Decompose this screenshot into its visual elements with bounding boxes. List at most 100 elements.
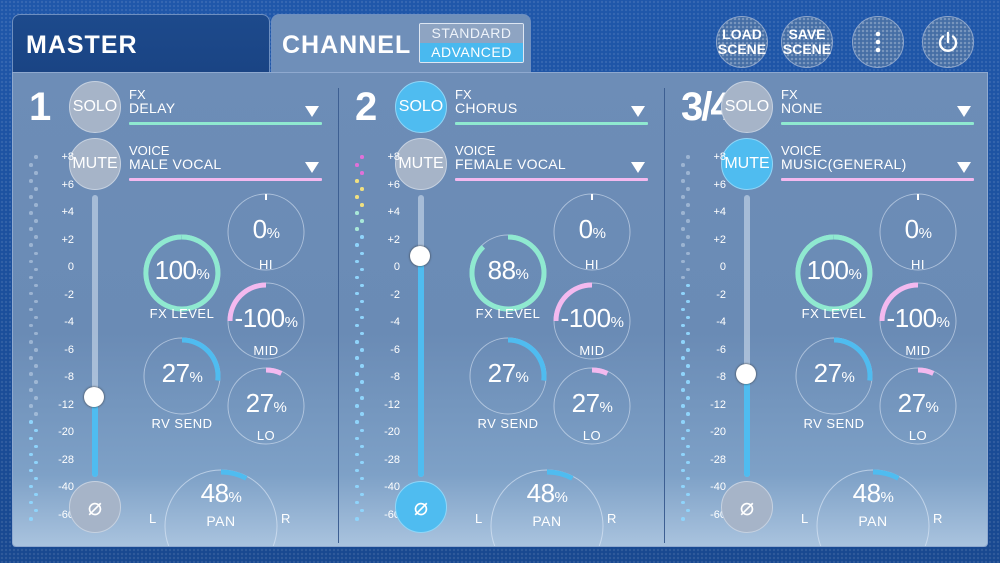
- fx-select[interactable]: FX DELAY: [129, 88, 322, 125]
- rv-send-dial[interactable]: 27%: [791, 333, 877, 419]
- hi-eq-dial[interactable]: 0%: [875, 189, 961, 275]
- meter-dot: [355, 484, 359, 489]
- meter-dot: [355, 275, 359, 280]
- meter-dot: [360, 412, 364, 416]
- voice-select[interactable]: VOICE MUSIC(GENERAL): [781, 144, 974, 181]
- lo-eq-dial-value: 27%: [223, 388, 309, 419]
- pan-arc: [546, 469, 574, 481]
- meter-dot: [360, 380, 364, 384]
- scale-tick: -2: [390, 288, 400, 301]
- meter-dot: [681, 356, 685, 360]
- fader-handle[interactable]: [84, 386, 104, 407]
- scale-tick: -40: [58, 481, 74, 494]
- fader-handle[interactable]: [736, 364, 756, 385]
- fx-level-dial[interactable]: 100%: [139, 230, 225, 316]
- scale-tick: +6: [61, 178, 74, 191]
- divider: [664, 88, 665, 543]
- meter-dot: [34, 396, 38, 400]
- load-scene-button[interactable]: LOAD SCENE: [716, 16, 768, 68]
- pan-knob[interactable]: 48% PAN: [161, 466, 281, 546]
- hi-eq-dial-unit: %: [266, 225, 280, 242]
- scale-tick: 0: [393, 261, 400, 274]
- mid-eq-dial[interactable]: -100%: [223, 278, 309, 364]
- mute-button[interactable]: MUTE: [395, 138, 447, 190]
- fx-level-dial-ring: [795, 234, 873, 312]
- meter-dot: [681, 388, 685, 392]
- tab-channel[interactable]: CHANNEL STANDARD ADVANCED: [271, 14, 531, 76]
- voice-select[interactable]: VOICE FEMALE VOCAL: [455, 144, 648, 181]
- fx-select[interactable]: FX NONE: [781, 87, 974, 125]
- pan-knob[interactable]: 48% PAN: [813, 466, 933, 546]
- kebab-icon: [875, 31, 881, 53]
- meter-dot: [34, 235, 38, 239]
- mode-advanced[interactable]: ADVANCED: [420, 43, 523, 62]
- hi-eq-dial[interactable]: 0%: [549, 189, 635, 275]
- channel-panel: 1 SOLO MUTE FX DELAY VOICE MALE VOCAL +8 +6 +4 +2 0…: [12, 72, 988, 547]
- fx-level-dial[interactable]: 88%: [465, 230, 551, 316]
- lo-eq-dial-arc: [917, 367, 935, 376]
- scale-tick: +4: [713, 206, 726, 219]
- mid-eq-dial[interactable]: -100%: [875, 278, 961, 364]
- meter-dot: [29, 275, 33, 280]
- pan-knob[interactable]: 48% PAN: [487, 466, 607, 546]
- meter-dot: [29, 227, 33, 231]
- meter-dot: [355, 259, 359, 264]
- meter-dot: [29, 452, 33, 457]
- scale-tick: -28: [384, 453, 400, 466]
- fx-level-dial[interactable]: 100%: [791, 230, 877, 316]
- fx-label: FX: [781, 87, 798, 102]
- save-scene-button[interactable]: SAVE SCENE: [781, 16, 833, 68]
- fader-track[interactable]: [744, 195, 750, 477]
- scale-tick: -2: [716, 288, 726, 301]
- meter-dot: [29, 211, 33, 215]
- meter-dot: [34, 219, 38, 223]
- solo-button[interactable]: SOLO: [395, 81, 447, 133]
- scale-tick: -40: [710, 481, 726, 494]
- lo-eq-dial[interactable]: 27%: [875, 363, 961, 449]
- fader-track[interactable]: [92, 195, 98, 477]
- rv-send-dial[interactable]: 27%: [465, 333, 551, 419]
- more-menu-button[interactable]: [852, 16, 904, 68]
- power-button[interactable]: [922, 16, 974, 68]
- hi-eq-dial[interactable]: 0%: [223, 189, 309, 275]
- pan-right-label: R: [933, 511, 943, 526]
- lo-eq-dial-unit: %: [925, 399, 939, 416]
- scale-tick: -6: [64, 343, 74, 356]
- hi-eq-dial-unit: %: [592, 225, 606, 242]
- mute-button[interactable]: MUTE: [69, 138, 121, 190]
- mid-eq-dial-ring: [553, 282, 631, 360]
- meter-dot: [681, 420, 685, 424]
- scale-tick: -8: [64, 371, 74, 384]
- phase-invert-button[interactable]: ⌀: [69, 481, 121, 533]
- pan-label: PAN: [858, 513, 888, 529]
- hi-eq-dial-label: HI: [585, 257, 599, 272]
- solo-button[interactable]: SOLO: [69, 81, 121, 133]
- meter-dot: [686, 267, 690, 272]
- phase-invert-button[interactable]: ⌀: [395, 481, 447, 533]
- meter-dot: [360, 396, 364, 400]
- meter-dot: [355, 388, 359, 392]
- rv-send-dial[interactable]: 27%: [139, 333, 225, 419]
- scale-tick: -20: [58, 426, 74, 439]
- fx-select[interactable]: FX CHORUS: [455, 88, 648, 125]
- meter-dot: [355, 436, 359, 441]
- fx-level-dial-number: 100: [154, 255, 197, 285]
- fader-handle[interactable]: [410, 245, 430, 266]
- mute-button[interactable]: MUTE: [721, 138, 773, 190]
- lo-eq-dial[interactable]: 27%: [549, 363, 635, 449]
- lo-eq-dial[interactable]: 27%: [223, 363, 309, 449]
- pan-value: 48%: [504, 478, 590, 509]
- mode-switch[interactable]: STANDARD ADVANCED: [419, 23, 524, 63]
- scale-tick: +8: [713, 151, 726, 163]
- meter-dot: [360, 331, 364, 336]
- voice-select[interactable]: VOICE MALE VOCAL: [129, 144, 322, 181]
- meter-dot: [686, 380, 690, 384]
- rv-send-dial-number: 27: [813, 358, 842, 388]
- solo-button[interactable]: SOLO: [721, 81, 773, 133]
- level-meter: [678, 151, 696, 521]
- meter-dot: [681, 468, 685, 473]
- tab-master[interactable]: MASTER: [12, 14, 270, 74]
- mode-standard[interactable]: STANDARD: [420, 24, 523, 43]
- mid-eq-dial[interactable]: -100%: [549, 278, 635, 364]
- phase-invert-button[interactable]: ⌀: [721, 481, 773, 533]
